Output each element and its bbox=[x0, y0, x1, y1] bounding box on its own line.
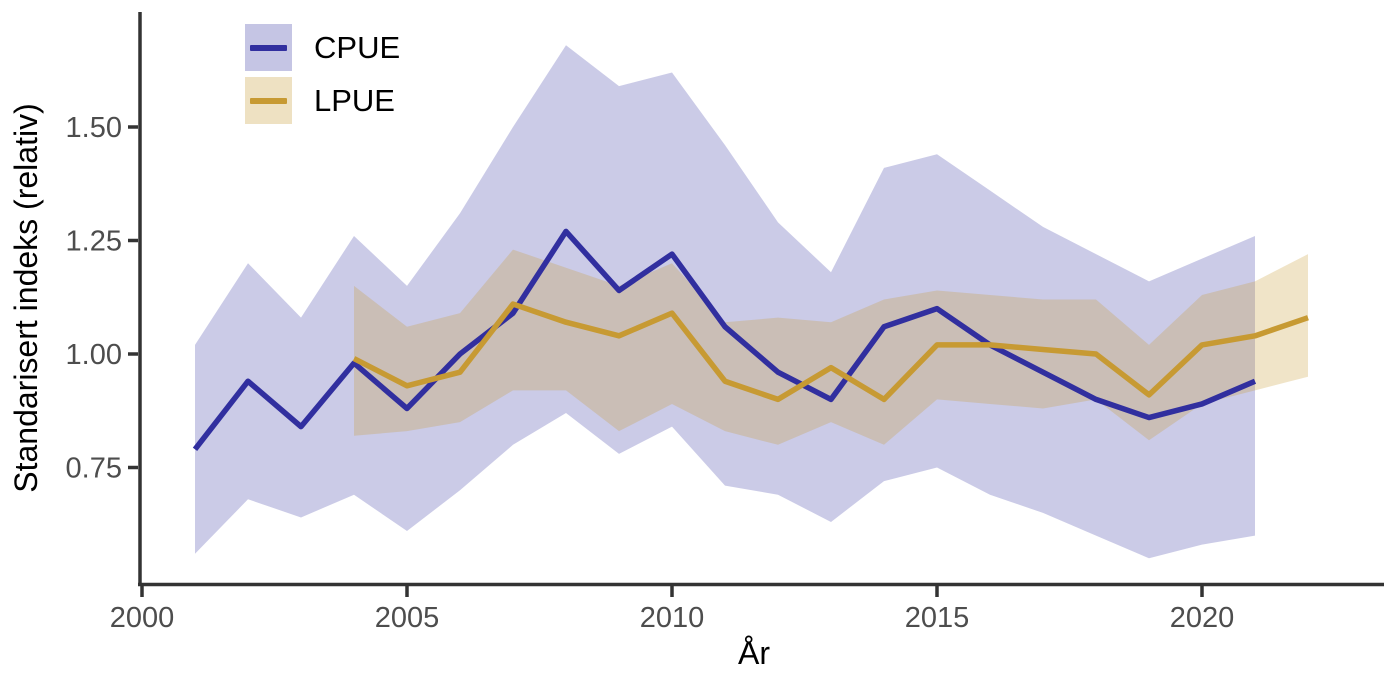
x-tick-label: 2005 bbox=[375, 602, 440, 634]
x-tick-label: 2010 bbox=[640, 602, 705, 634]
y-tick-label: 1.25 bbox=[66, 226, 122, 258]
cpue-line bbox=[192, 228, 1257, 452]
cpue-legend-line-icon bbox=[250, 44, 287, 51]
x-axis-title: År bbox=[738, 635, 770, 671]
y-tick-label: 1.00 bbox=[66, 339, 122, 371]
lpue-legend-label: LPUE bbox=[314, 82, 395, 118]
x-tick-label: 2000 bbox=[110, 602, 175, 634]
cpue-legend-swatch bbox=[245, 24, 292, 71]
cpue-legend-label: CPUE bbox=[314, 29, 401, 65]
y-tick-label: 1.50 bbox=[66, 112, 122, 144]
legend: CPUE LPUE bbox=[245, 24, 400, 124]
lpue-legend-swatch bbox=[245, 77, 292, 124]
legend-item-lpue: LPUE bbox=[245, 77, 400, 124]
legend-item-cpue: CPUE bbox=[245, 24, 400, 71]
lpue-legend-line-icon bbox=[250, 97, 287, 104]
lpue-ribbon bbox=[354, 249, 1308, 445]
x-tick-label: 2020 bbox=[1170, 602, 1235, 634]
y-tick-label: 0.75 bbox=[66, 453, 122, 485]
lpue-line bbox=[352, 301, 1309, 403]
x-tick-label: 2015 bbox=[905, 602, 970, 634]
y-axis-title: Standarisert indeks (relativ) bbox=[8, 103, 44, 493]
cpue-ribbon bbox=[195, 45, 1255, 559]
